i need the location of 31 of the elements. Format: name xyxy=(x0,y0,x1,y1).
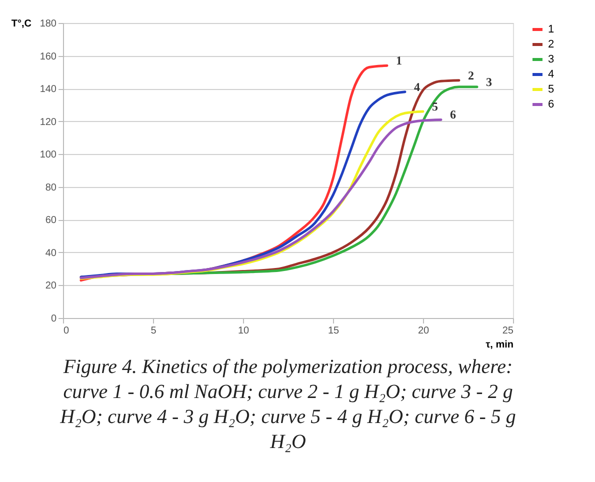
y-tick-label: 40 xyxy=(45,248,57,259)
x-tick-label: 25 xyxy=(502,326,514,336)
y-tick-label: 140 xyxy=(40,84,57,96)
text: 3 xyxy=(486,74,492,89)
x-axis-title: τ, min xyxy=(486,340,514,350)
y-tick-label: 180 xyxy=(40,18,57,30)
text: 2 xyxy=(468,68,474,82)
y-tick-label: 160 xyxy=(40,51,57,62)
text: 6 xyxy=(450,108,456,122)
y-tick-label: 120 xyxy=(40,116,57,128)
caption: Figure 4. Kinetics of the polymerization process, where: curve 1 - 0.6 ml NaOH; curve 2 - 1 g H₂O; curve 3 - 2 g H₂O; curve 4 - 3 g H₂O; curve 5 - 4 g H₂O; curve 6 - 5 g H₂O xyxy=(59,356,516,453)
y-axis-title: T°,C xyxy=(11,18,32,30)
x-tick-label: 5 xyxy=(150,326,157,336)
x-tick-label: 10 xyxy=(238,326,250,336)
x-tick-label: 20 xyxy=(418,326,430,336)
x-tick-label: 0 xyxy=(64,326,70,336)
legend-label: 3 xyxy=(548,54,554,66)
legend-label: 4 xyxy=(548,68,554,80)
y-tick-label: 100 xyxy=(40,150,57,161)
legend-label: 2 xyxy=(548,38,554,50)
legend-label: 1 xyxy=(548,24,554,36)
text: 4 xyxy=(414,80,420,94)
y-tick-label: 0 xyxy=(50,314,57,324)
text: 1 xyxy=(396,54,402,68)
x-tick-label: 15 xyxy=(328,326,340,336)
y-tick-label: 20 xyxy=(45,280,57,292)
y-tick-label: 80 xyxy=(45,182,57,194)
text: 5 xyxy=(432,100,438,114)
legend-label: 6 xyxy=(548,98,554,110)
legend-label: 5 xyxy=(548,84,554,96)
y-tick-label: 60 xyxy=(45,215,57,226)
